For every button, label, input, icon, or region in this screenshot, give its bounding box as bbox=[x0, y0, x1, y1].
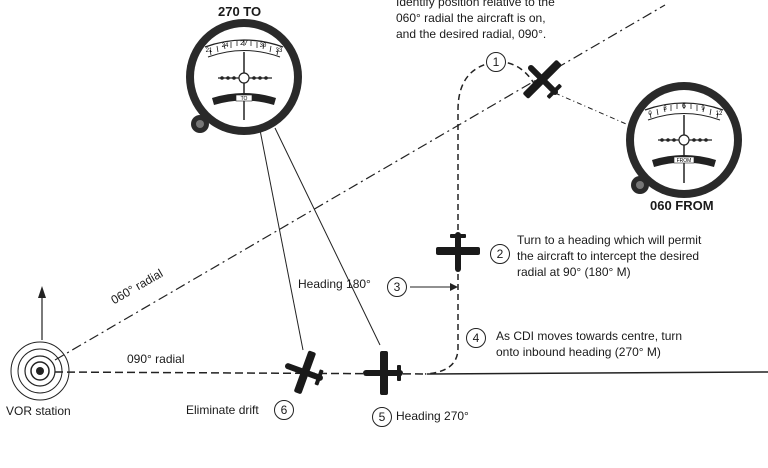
note-step-1-line-3: and the desired radial, 090°. bbox=[396, 27, 547, 41]
note-step-2-line-1: Turn to a heading which will permit bbox=[517, 233, 702, 247]
note-step-1-line-1: Identify position relative to the bbox=[396, 0, 555, 9]
to-flag-text: TO bbox=[241, 96, 248, 102]
note-step-6: Eliminate drift bbox=[186, 403, 259, 417]
label-270-to: 270 TO bbox=[218, 4, 262, 19]
step-number-1: 1 bbox=[486, 52, 506, 72]
dial-tick-9: 9 bbox=[701, 106, 705, 112]
label-090-radial: 090° radial bbox=[127, 352, 185, 366]
step-number-6: 6 bbox=[274, 400, 294, 420]
note-step-5: Heading 270° bbox=[396, 409, 469, 423]
aircraft-step-6 bbox=[285, 350, 324, 394]
dial-tick-6: 6 bbox=[682, 103, 686, 110]
dial-tick-21: 21 bbox=[206, 48, 213, 54]
dial-tick-33: 33 bbox=[276, 48, 283, 54]
radial-060-line bbox=[54, 4, 666, 361]
aircraft-step-2 bbox=[436, 232, 480, 272]
north-arrow-head bbox=[38, 286, 46, 298]
note-step-1-line-2: 060° radial the aircraft is on, bbox=[396, 11, 546, 25]
note-step-4-line-1: As CDI moves towards centre, turn bbox=[496, 329, 683, 343]
pointer-line-step1 bbox=[554, 92, 641, 131]
pointer-line-to-aircraft-6 bbox=[259, 129, 304, 351]
note-step-2-line-2: the aircraft to intercept the desired bbox=[517, 249, 700, 263]
pointer-line-to-aircraft-5 bbox=[274, 127, 381, 346]
vor-indicator-270-to: 21 24 27 30 33 TO bbox=[186, 19, 302, 135]
flight-path bbox=[424, 61, 536, 375]
dial-tick-12: 12 bbox=[716, 111, 723, 117]
note-step-3: Heading 180° bbox=[298, 277, 371, 291]
dial-tick-0: 0 bbox=[648, 111, 652, 117]
radial-090-solid-line bbox=[429, 371, 768, 375]
dial-tick-24: 24 bbox=[222, 43, 229, 49]
step-number-3: 3 bbox=[387, 277, 407, 297]
step-number-5: 5 bbox=[372, 407, 392, 427]
label-vor-station: VOR station bbox=[6, 404, 71, 418]
step-number-2: 2 bbox=[490, 244, 510, 264]
dial-tick-30: 30 bbox=[260, 43, 267, 49]
from-flag-text: FROM bbox=[677, 158, 692, 164]
vor-station-symbol bbox=[10, 341, 70, 401]
step-number-4: 4 bbox=[466, 328, 486, 348]
vor-indicator-060-from: 0 3 6 9 12 FROM bbox=[626, 82, 742, 198]
heading-arrow-head bbox=[450, 283, 458, 291]
note-step-4-line-2: onto inbound heading (270° M) bbox=[496, 345, 661, 359]
dial-tick-27: 27 bbox=[240, 40, 248, 47]
aircraft-step-1 bbox=[523, 60, 562, 99]
note-step-2-line-3: radial at 90° (180° M) bbox=[517, 265, 631, 279]
label-060-from: 060 FROM bbox=[650, 198, 714, 213]
aircraft-step-5 bbox=[363, 351, 403, 395]
note-step-1: Identify position relative to the 060° r… bbox=[396, 0, 636, 55]
dial-tick-3: 3 bbox=[663, 106, 667, 112]
